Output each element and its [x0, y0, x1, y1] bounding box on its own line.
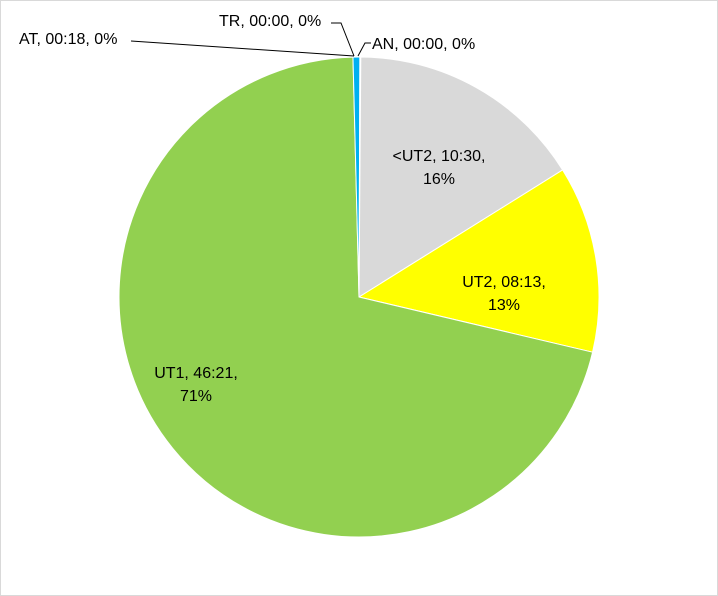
- leader-line-an: [357, 42, 371, 57]
- data-label-below-ut2-line2: 16%: [423, 171, 455, 188]
- data-label-ut1-line1: UT1, 46:21,: [154, 365, 238, 382]
- data-label-ut2-line2: 13%: [488, 297, 520, 314]
- leader-line-at: [130, 40, 355, 57]
- pie-slice-ut1-3: [118, 56, 594, 538]
- pie-slices: [118, 56, 600, 538]
- data-label-ut2-line1: UT2, 08:13,: [462, 274, 546, 291]
- pie-slice-ut2-1: [358, 56, 564, 298]
- data-label-an: AN, 00:00, 0%: [372, 36, 475, 53]
- pie-slice-tr-5: [358, 56, 362, 298]
- pie-slice-ut2-2: [357, 169, 600, 353]
- leader-line-tr: [331, 22, 355, 57]
- data-label-below-ut2-line1: <UT2, 10:30,: [393, 148, 486, 165]
- data-label-ut1-line2: 71%: [180, 388, 212, 405]
- data-label-tr: TR, 00:00, 0%: [219, 13, 321, 30]
- data-label-at: AT, 00:18, 0%: [19, 31, 117, 48]
